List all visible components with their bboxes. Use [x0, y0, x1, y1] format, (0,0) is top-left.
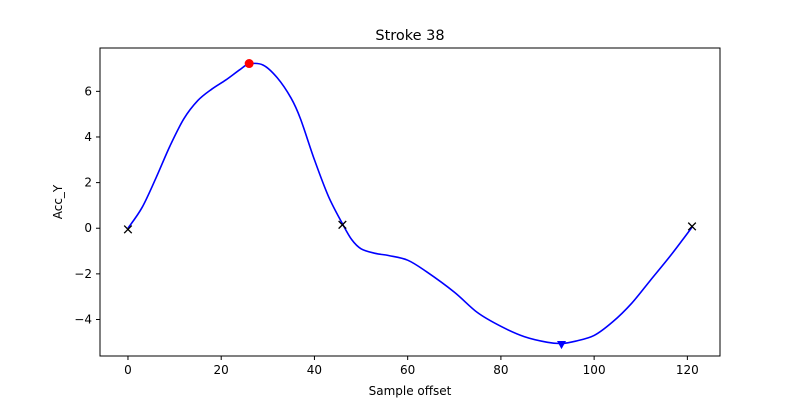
x-tick-label: 120	[676, 363, 699, 377]
y-tick-label: 0	[84, 221, 92, 235]
chart-title: Stroke 38	[375, 28, 444, 44]
x-marker	[123, 225, 133, 234]
x-tick-label: 80	[493, 363, 508, 377]
y-tick-label: −4	[74, 312, 92, 326]
series-line	[127, 62, 693, 345]
x-axis-label: Sample offset	[369, 384, 452, 398]
x-tick-label: 60	[400, 363, 415, 377]
x-marker	[338, 220, 347, 230]
x-tick-label: 40	[307, 363, 322, 377]
plot-frame	[99, 47, 721, 357]
trough-marker	[557, 340, 567, 350]
y-tick-label: 2	[84, 176, 92, 190]
x-tick-label: 0	[124, 363, 132, 377]
y-tick-label: 4	[84, 130, 92, 144]
x-tick-label: 100	[583, 363, 606, 377]
y-tick-label: 6	[84, 84, 92, 98]
y-tick-label: −2	[74, 267, 92, 281]
peak-marker	[244, 59, 254, 69]
x-tick-label: 20	[214, 363, 229, 377]
y-axis-label: Acc_Y	[51, 184, 65, 219]
x-marker	[687, 222, 697, 231]
